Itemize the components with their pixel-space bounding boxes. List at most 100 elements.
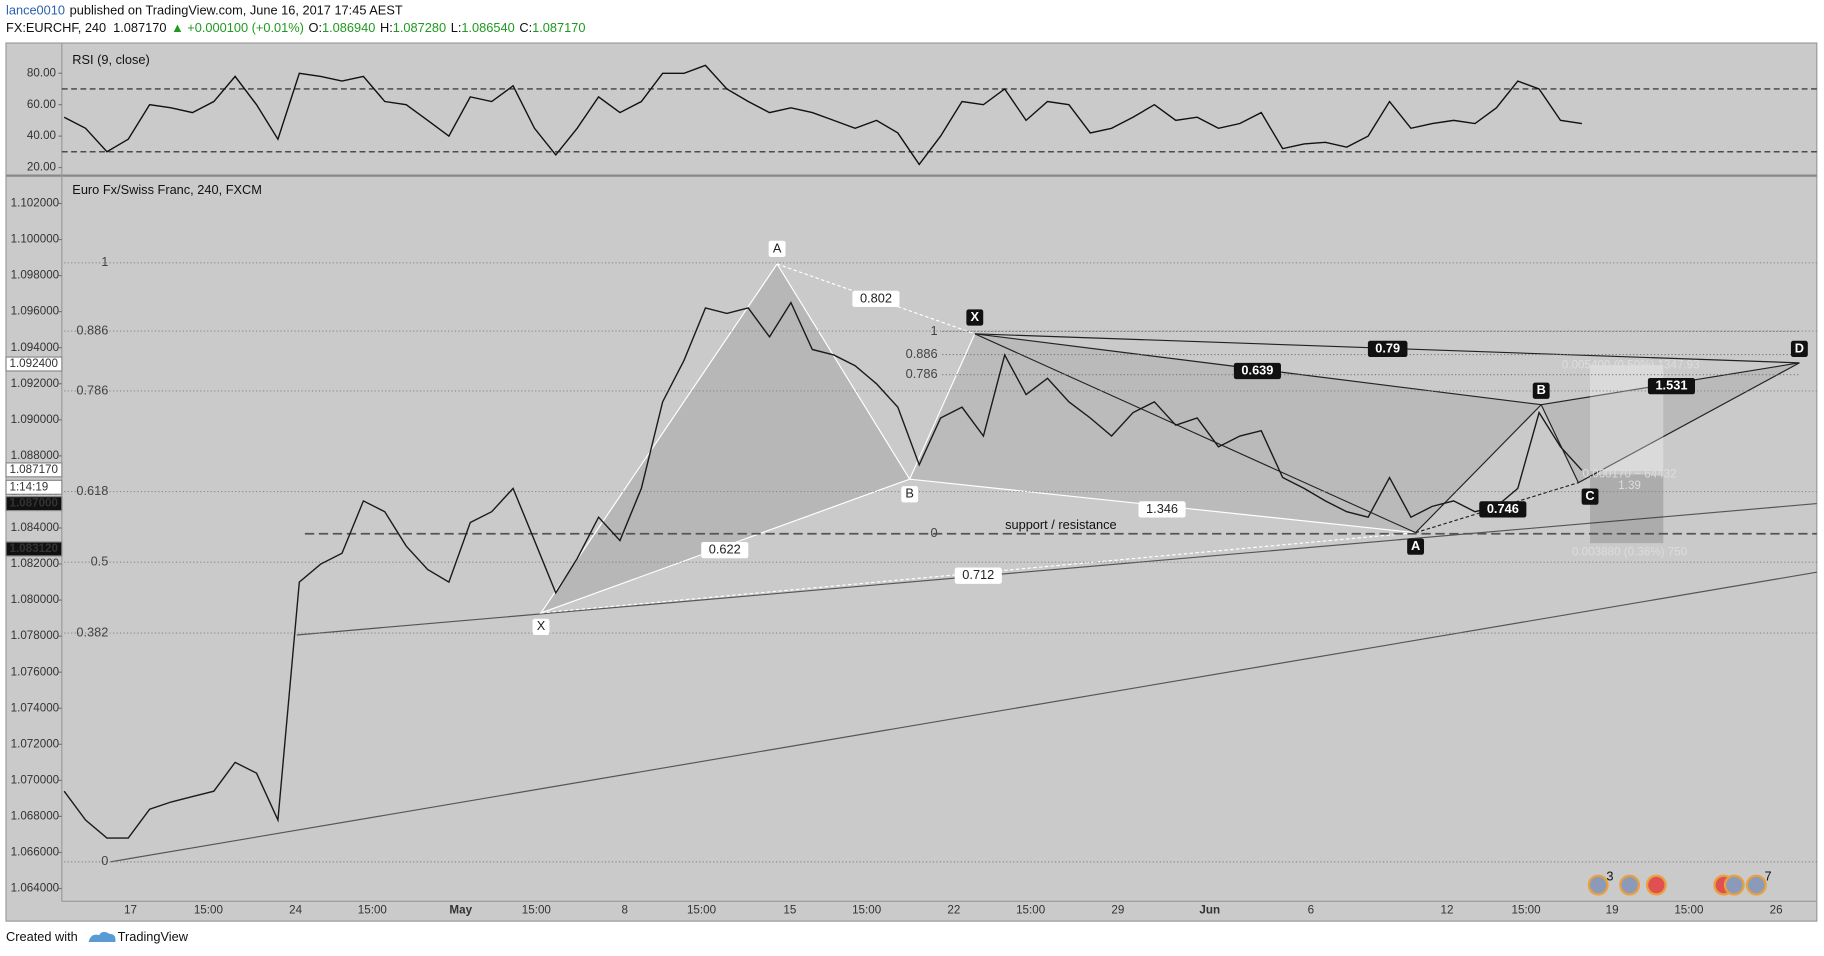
ratio-label: 0.802 xyxy=(860,290,892,305)
label-box xyxy=(966,309,984,326)
axis-badge-text: 1.087000 xyxy=(9,497,58,510)
x-tick-label: 15 xyxy=(783,904,796,917)
y-tick-label: 60.00 xyxy=(27,98,57,111)
x-tick-label: 26 xyxy=(1770,904,1783,917)
ratio-label: 0.712 xyxy=(962,567,994,582)
y-tick-label: 1.084000 xyxy=(11,521,60,534)
fib-label: 0 xyxy=(930,525,937,540)
point-label: A xyxy=(773,240,782,255)
event-icon[interactable] xyxy=(1619,874,1641,896)
y-tick-label: 1.102000 xyxy=(11,197,60,210)
point-label: A xyxy=(1411,538,1420,553)
y-tick-label: 1.088000 xyxy=(11,449,60,462)
y-tick-label: 1.064000 xyxy=(11,882,60,895)
point-label: X xyxy=(537,618,546,633)
label-box xyxy=(901,486,919,503)
symbol: FX:EURCHF, 240 xyxy=(6,20,106,35)
x-tick-label: May xyxy=(449,904,472,917)
event-icons: 3 7 xyxy=(1587,868,1772,896)
x-tick-label: Jun xyxy=(1199,904,1220,917)
label-box xyxy=(768,240,786,258)
y-tick-label: 40.00 xyxy=(27,129,57,142)
ratio-label: 1.346 xyxy=(1146,501,1178,516)
axis-badge xyxy=(5,496,63,512)
axis-badge-text: 1.083120 xyxy=(9,542,58,555)
ohlc-value: 1.087280 xyxy=(393,20,446,35)
axis-badge-text: 1.092400 xyxy=(9,357,58,370)
position-text: 0.003880 (0.36%) 750 xyxy=(1572,546,1688,559)
y-tick-label: 1.096000 xyxy=(11,305,60,318)
label-box xyxy=(1367,340,1408,358)
logo xyxy=(88,931,116,943)
y-tick-label: 1.098000 xyxy=(11,269,60,282)
y-tick-label: 1.076000 xyxy=(11,665,60,678)
label-box xyxy=(1581,488,1599,505)
fib-label: 0.886 xyxy=(906,346,938,361)
label-box xyxy=(701,541,749,559)
axis-badge xyxy=(5,356,63,372)
x-tick-label: 15:00 xyxy=(1016,904,1046,917)
y-tick-label: 1.068000 xyxy=(11,810,60,823)
event-icon[interactable] xyxy=(1587,874,1609,896)
y-tick-label: 1.072000 xyxy=(11,737,60,750)
axis-badge-text: 1:14:19 xyxy=(9,480,48,493)
fib-label: 0.786 xyxy=(906,366,938,381)
y-tick-label: 1.094000 xyxy=(11,341,60,354)
label-box xyxy=(852,290,900,308)
axis-badge xyxy=(5,541,63,557)
x-tick-label: 15:00 xyxy=(194,904,224,917)
point-label: C xyxy=(1585,488,1594,503)
x-tick-label: 8 xyxy=(622,904,628,917)
series-line xyxy=(63,64,1582,166)
fib-label: 0.786 xyxy=(76,382,108,397)
fib-label: 0 xyxy=(101,853,108,868)
point-label: B xyxy=(905,486,914,501)
fib-label: 0.382 xyxy=(76,624,108,639)
x-tick-label: 17 xyxy=(124,904,137,917)
x-tick-label: 12 xyxy=(1441,904,1454,917)
y-tick-label: 1.090000 xyxy=(11,413,60,426)
sr-label: support / resistance xyxy=(1005,517,1117,532)
axis-badge xyxy=(5,462,63,478)
label-box xyxy=(1532,382,1550,399)
y-tick-label: 1.074000 xyxy=(11,701,60,714)
position-text: 1.39 xyxy=(1618,479,1641,492)
ohlc-label: H: xyxy=(380,20,393,35)
event-icon[interactable] xyxy=(1645,874,1667,896)
change: ▲ +0.000100 (+0.01%) xyxy=(171,20,304,35)
ratio-label: 0.746 xyxy=(1487,501,1519,516)
label-box xyxy=(1647,377,1696,395)
x-tick-label: 15:00 xyxy=(1674,904,1704,917)
trendline xyxy=(110,571,1817,863)
event-icon[interactable] xyxy=(1723,874,1745,896)
y-tick-label: 1.080000 xyxy=(11,593,60,606)
footer-brand[interactable]: TradingView xyxy=(118,929,189,944)
ratio-label: 0.639 xyxy=(1241,362,1273,377)
ohlc-value: 1.086540 xyxy=(461,20,514,35)
price-title: Euro Fx/Swiss Franc, 240, FXCM xyxy=(72,182,262,197)
axis-badge-text: 1.087170 xyxy=(9,463,58,476)
rsi-title: RSI (9, close) xyxy=(72,52,149,67)
label-box xyxy=(1233,362,1281,380)
x-tick-label: 15:00 xyxy=(522,904,552,917)
y-tick-label: 20.00 xyxy=(27,161,57,174)
position-text: 0.005400 (0.50%) 1347.93 xyxy=(1562,358,1700,371)
y-tick-label: 1.100000 xyxy=(11,233,60,246)
ohlc-label: L: xyxy=(451,20,462,35)
x-tick-label: 22 xyxy=(947,904,960,917)
event-icon[interactable] xyxy=(1745,874,1767,896)
axis-badge xyxy=(5,479,63,495)
event-badge: 3 xyxy=(1606,868,1613,883)
author[interactable]: lance0010 xyxy=(6,3,65,18)
ratio-label: 0.622 xyxy=(709,541,741,556)
header-line: lance0010 published on TradingView.com, J… xyxy=(6,3,403,18)
x-tick-label: 24 xyxy=(289,904,302,917)
fib-label: 1 xyxy=(101,254,108,269)
x-tick-label: 19 xyxy=(1606,904,1619,917)
fib-label: 0.886 xyxy=(76,322,108,337)
fib-label: 1 xyxy=(930,323,937,338)
y-tick-label: 1.066000 xyxy=(11,846,60,859)
label-box xyxy=(1407,538,1425,555)
point-label: B xyxy=(1537,382,1546,397)
